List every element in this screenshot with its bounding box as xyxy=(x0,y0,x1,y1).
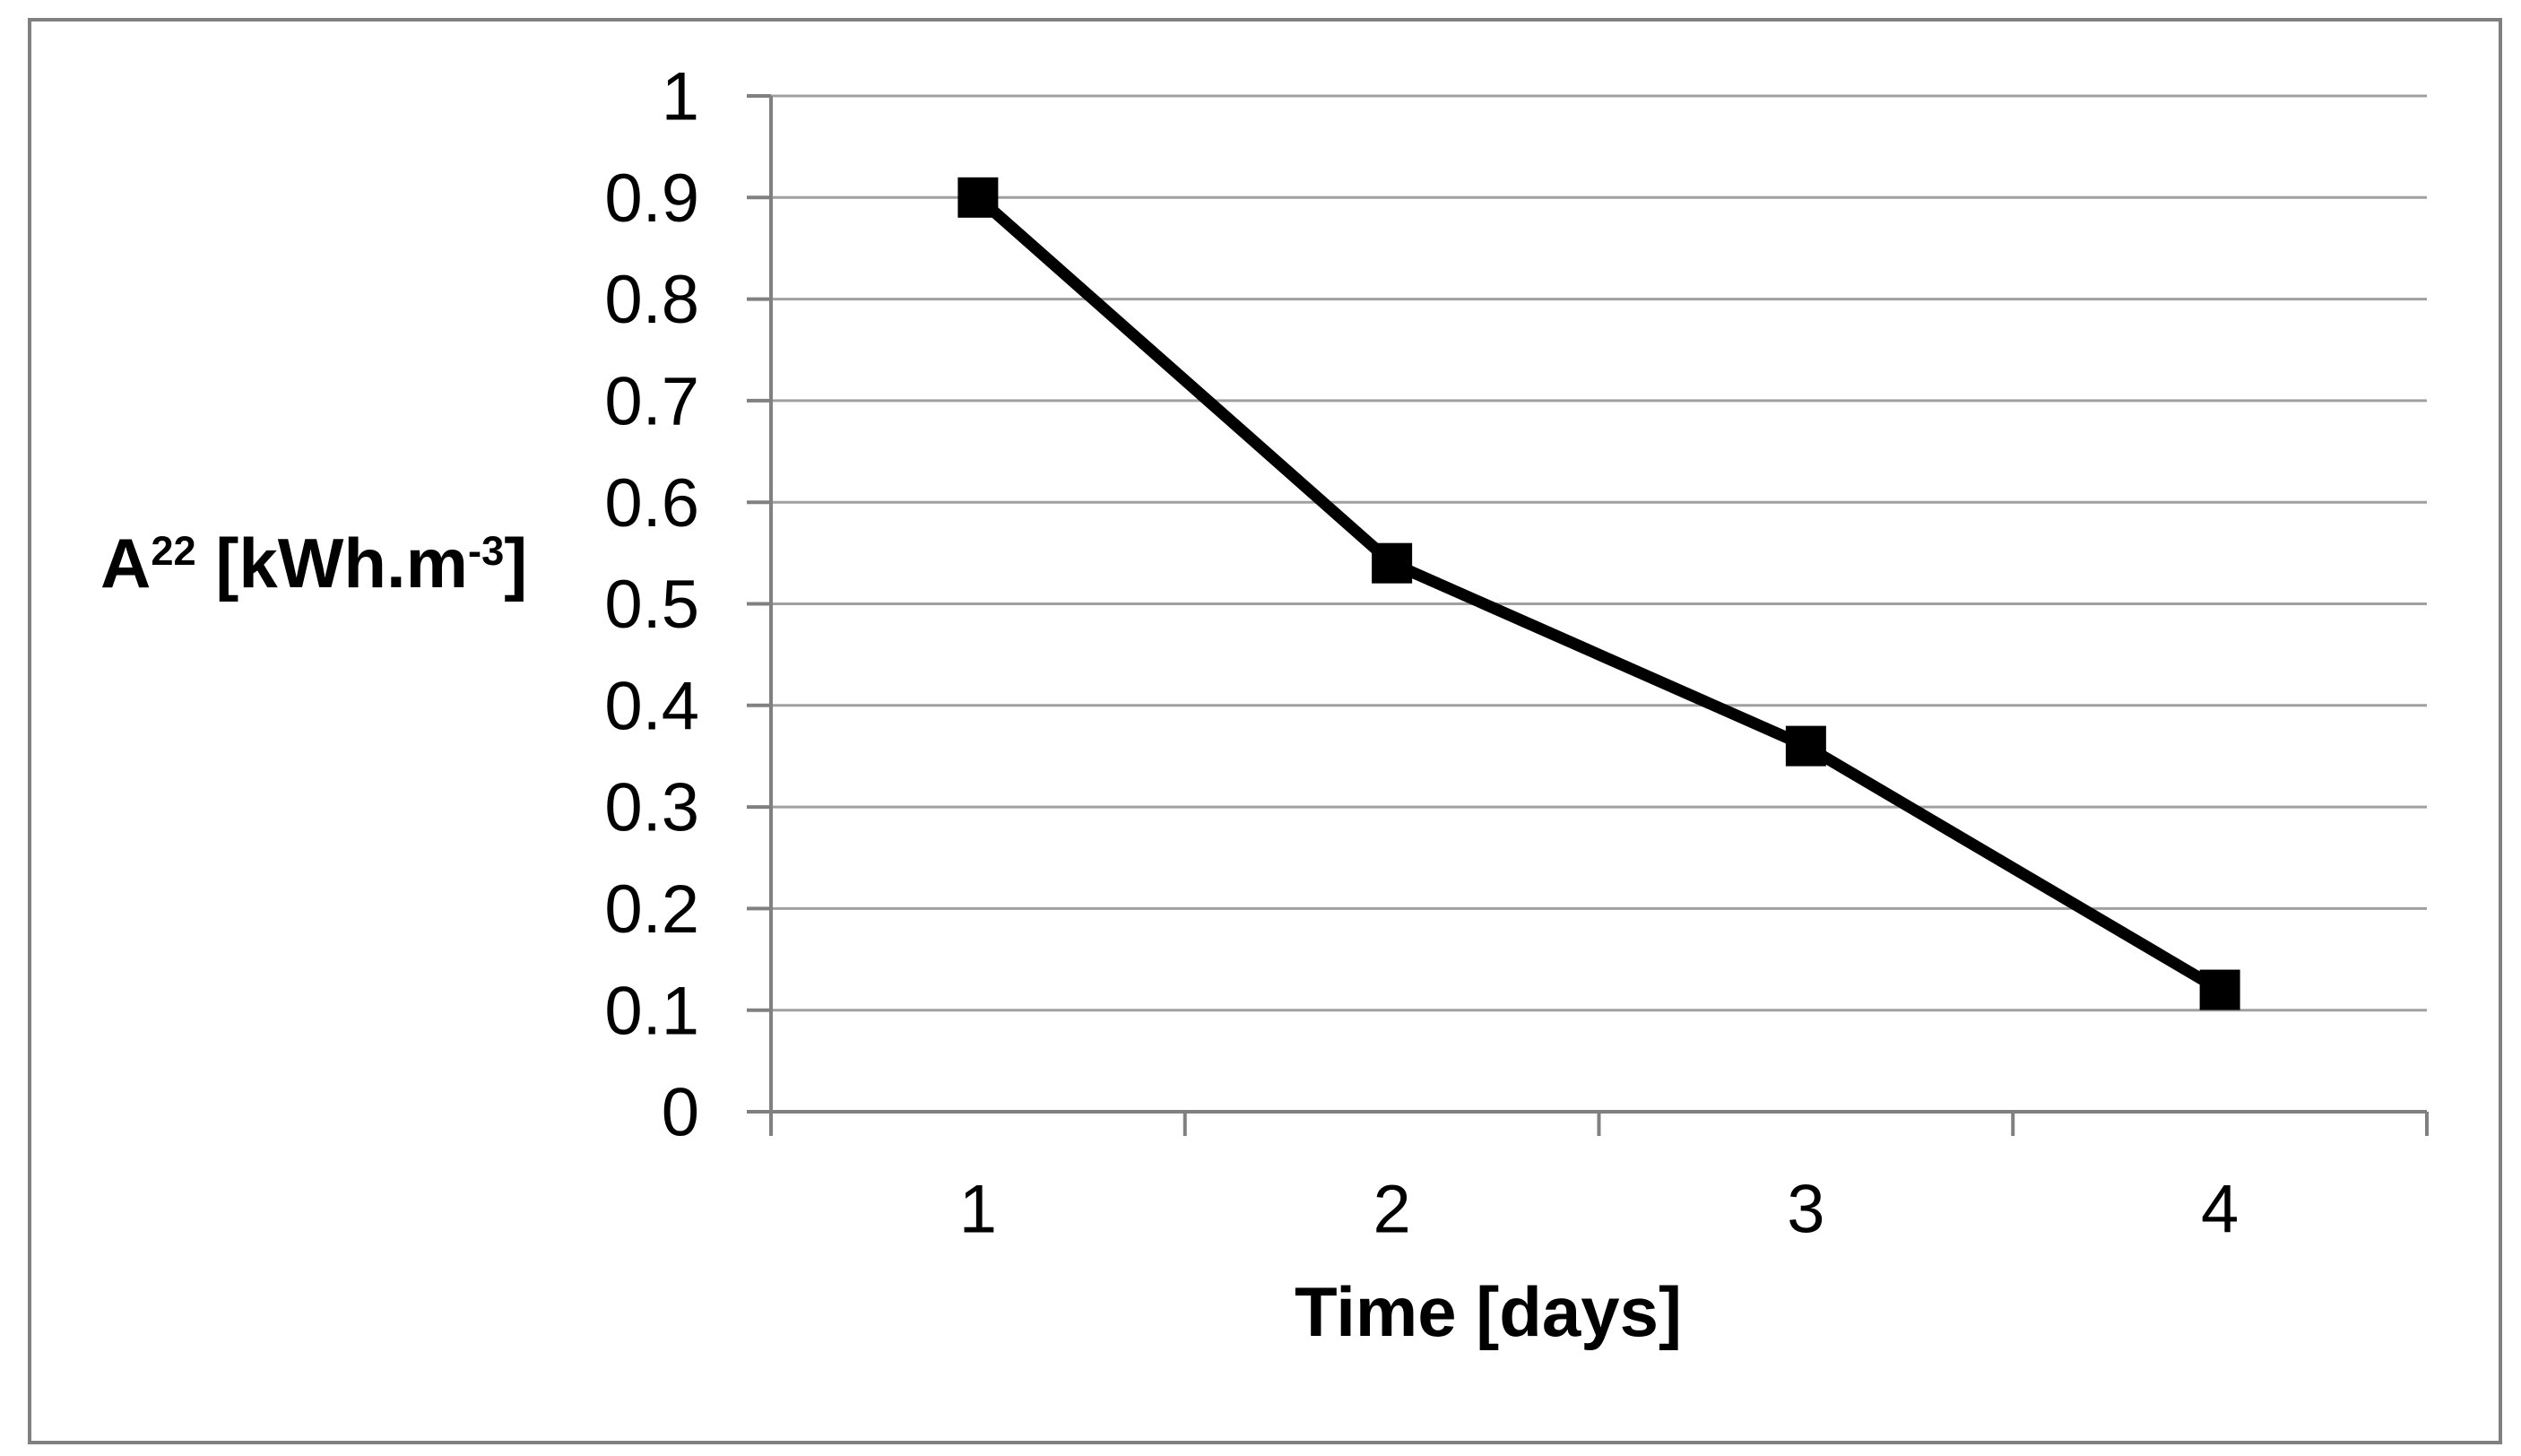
x-tick-label: 2 xyxy=(1373,1172,1410,1248)
y-tick-label: 1 xyxy=(662,59,699,135)
y-tick-label: 0.7 xyxy=(604,364,699,440)
y-tick-label: 0.5 xyxy=(604,567,699,643)
y-tick-label: 0 xyxy=(662,1075,699,1151)
y-axis-title-mid: [kWh.m xyxy=(195,524,468,602)
y-axis-title: A22 [kWh.m-3] xyxy=(100,524,528,602)
y-axis-title-end: ] xyxy=(504,524,528,602)
y-tick-label: 0.8 xyxy=(604,262,699,338)
y-axis-title-base: A xyxy=(100,524,152,602)
y-tick-label: 0.4 xyxy=(604,668,699,744)
y-tick-label: 0.2 xyxy=(604,871,699,948)
x-tick-label: 1 xyxy=(959,1172,997,1248)
data-point-marker xyxy=(2199,969,2240,1010)
y-axis-title-sup: 22 xyxy=(151,528,196,575)
series-line xyxy=(972,191,2226,996)
y-axis-title-sup2: -3 xyxy=(468,528,505,575)
y-tick-label: 0.1 xyxy=(604,973,699,1049)
x-axis-title: Time [days] xyxy=(1294,1272,1683,1351)
data-point-marker xyxy=(957,177,999,218)
x-tick-label: 3 xyxy=(1787,1172,1824,1248)
data-point-marker xyxy=(1785,725,1826,767)
data-point-marker xyxy=(1372,542,1413,584)
y-tick-label: 0.9 xyxy=(604,160,699,237)
y-tick-label: 0.3 xyxy=(604,770,699,846)
y-tick-label: 0.6 xyxy=(604,465,699,542)
x-tick-label: 4 xyxy=(2201,1172,2239,1248)
chart-border xyxy=(28,18,2502,1444)
